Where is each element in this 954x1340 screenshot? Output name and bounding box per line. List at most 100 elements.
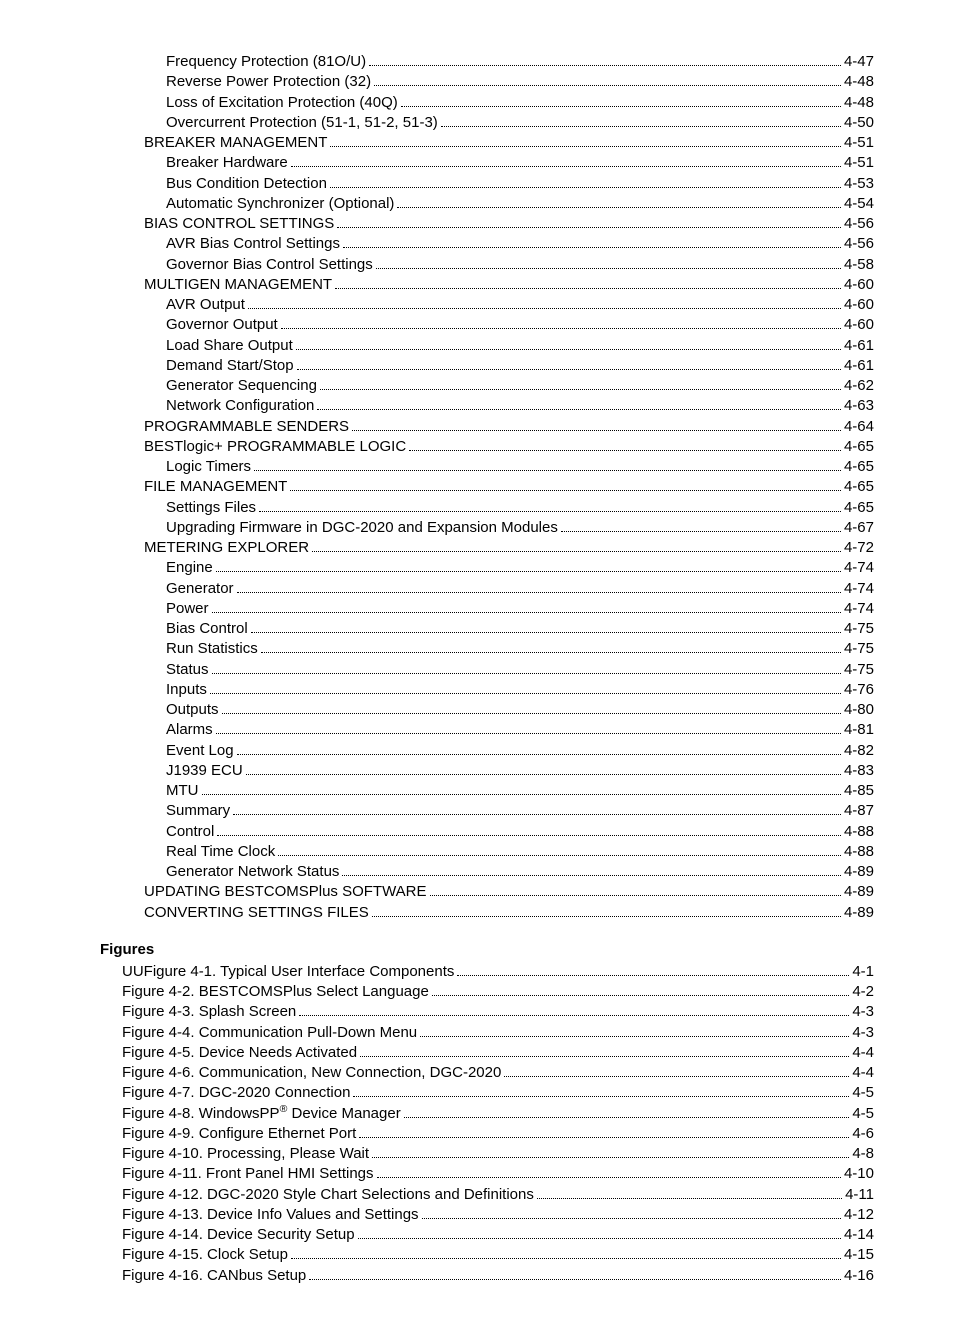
toc-row: CONVERTING SETTINGS FILES 4-89 — [100, 903, 874, 923]
toc-leader-dots — [342, 863, 841, 876]
toc-row: Overcurrent Protection (51-1, 51-2, 51-3… — [100, 113, 874, 133]
toc-entry-label: Inputs — [100, 680, 207, 700]
toc-row: Run Statistics 4-75 — [100, 639, 874, 659]
toc-leader-dots — [372, 904, 841, 917]
toc-entry-label: AVR Output — [100, 295, 245, 315]
toc-entry-label: Generator Network Status — [100, 862, 339, 882]
toc-leader-dots — [369, 53, 841, 66]
toc-row: BREAKER MANAGEMENT 4-51 — [100, 133, 874, 153]
toc-entry-page: 4-74 — [844, 558, 874, 578]
toc-entry-page: 4-6 — [852, 1124, 874, 1144]
toc-leader-dots — [212, 661, 841, 674]
toc-row: Figure 4-6. Communication, New Connectio… — [100, 1063, 874, 1083]
toc-leader-dots — [309, 1267, 841, 1280]
toc-row: Automatic Synchronizer (Optional) 4-54 — [100, 194, 874, 214]
toc-leader-dots — [343, 235, 841, 248]
toc-entry-page: 4-58 — [844, 255, 874, 275]
toc-leader-dots — [401, 94, 841, 107]
toc-entry-label: BREAKER MANAGEMENT — [100, 133, 327, 153]
toc-row: Engine 4-74 — [100, 558, 874, 578]
toc-leader-dots — [377, 1165, 841, 1178]
toc-entry-label: Power — [100, 599, 209, 619]
toc-leader-dots — [246, 762, 841, 775]
toc-entry-page: 4-5 — [852, 1083, 874, 1103]
toc-entry-page: 4-83 — [844, 761, 874, 781]
toc-entry-label: Summary — [100, 801, 230, 821]
toc-entry-page: 4-14 — [844, 1225, 874, 1245]
toc-row: MTU 4-85 — [100, 781, 874, 801]
toc-entry-page: 4-54 — [844, 194, 874, 214]
toc-row: Figure 4-15. Clock Setup 4-15 — [100, 1245, 874, 1265]
toc-row: Governor Bias Control Settings 4-58 — [100, 255, 874, 275]
toc-figures-section: UUFigure 4-1. Typical User Interface Com… — [100, 962, 874, 1286]
toc-entry-page: 4-48 — [844, 72, 874, 92]
toc-entry-label: Demand Start/Stop — [100, 356, 294, 376]
toc-entry-label: Figure 4-14. Device Security Setup — [100, 1225, 355, 1245]
toc-row: Governor Output 4-60 — [100, 315, 874, 335]
toc-entry-label: Logic Timers — [100, 457, 251, 477]
toc-entry-label: MULTIGEN MANAGEMENT — [100, 275, 332, 295]
toc-entry-page: 4-51 — [844, 153, 874, 173]
toc-entry-label: Figure 4-4. Communication Pull-Down Menu — [100, 1023, 417, 1043]
toc-entry-label: J1939 ECU — [100, 761, 243, 781]
toc-entry-label: Figure 4-3. Splash Screen — [100, 1002, 296, 1022]
toc-entry-page: 4-56 — [844, 234, 874, 254]
toc-leader-dots — [376, 256, 841, 269]
toc-entry-label: MTU — [100, 781, 199, 801]
toc-leader-dots — [291, 1246, 841, 1259]
toc-entry-page: 4-3 — [852, 1002, 874, 1022]
toc-entry-page: 4-10 — [844, 1164, 874, 1184]
toc-entry-label: Figure 4-9. Configure Ethernet Port — [100, 1124, 356, 1144]
toc-leader-dots — [216, 559, 841, 572]
toc-entry-page: 4-65 — [844, 498, 874, 518]
toc-leader-dots — [317, 397, 841, 410]
toc-entry-label: Engine — [100, 558, 213, 578]
toc-entry-page: 4-51 — [844, 133, 874, 153]
toc-entry-label: PROGRAMMABLE SENDERS — [100, 417, 349, 437]
toc-leader-dots — [259, 499, 841, 512]
toc-entry-page: 4-65 — [844, 437, 874, 457]
toc-entry-label: BESTlogic+ PROGRAMMABLE LOGIC — [100, 437, 406, 457]
toc-leader-dots — [537, 1186, 842, 1199]
toc-row: Figure 4-10. Processing, Please Wait 4-8 — [100, 1144, 874, 1164]
toc-leader-dots — [217, 823, 841, 836]
toc-entry-label: Overcurrent Protection (51-1, 51-2, 51-3… — [100, 113, 438, 133]
toc-entry-page: 4-67 — [844, 518, 874, 538]
toc-row: Settings Files 4-65 — [100, 498, 874, 518]
toc-entry-label: Automatic Synchronizer (Optional) — [100, 194, 394, 214]
toc-row: Figure 4-16. CANbus Setup 4-16 — [100, 1266, 874, 1286]
toc-leader-dots — [261, 640, 841, 653]
toc-leader-dots — [251, 620, 841, 633]
toc-entry-page: 4-85 — [844, 781, 874, 801]
toc-row: Figure 4-8. WindowsPP® Device Manager 4-… — [100, 1104, 874, 1124]
toc-row: Logic Timers 4-65 — [100, 457, 874, 477]
toc-entry-page: 4-50 — [844, 113, 874, 133]
toc-row: Figure 4-2. BESTCOMSPlus Select Language… — [100, 982, 874, 1002]
toc-leader-dots — [330, 134, 841, 147]
toc-leader-dots — [432, 983, 849, 996]
toc-entry-page: 4-56 — [844, 214, 874, 234]
toc-entry-label: Breaker Hardware — [100, 153, 288, 173]
toc-entry-page: 4-75 — [844, 619, 874, 639]
toc-row: Loss of Excitation Protection (40Q) 4-48 — [100, 93, 874, 113]
toc-leader-dots — [296, 337, 841, 350]
toc-entry-page: 4-15 — [844, 1245, 874, 1265]
toc-leader-dots — [457, 963, 849, 976]
toc-leader-dots — [248, 296, 841, 309]
toc-leader-dots — [222, 701, 841, 714]
toc-row: Bus Condition Detection 4-53 — [100, 174, 874, 194]
toc-entry-label: Figure 4-11. Front Panel HMI Settings — [100, 1164, 374, 1184]
toc-leader-dots — [352, 418, 841, 431]
toc-leader-dots — [359, 1125, 849, 1138]
toc-leader-dots — [397, 195, 841, 208]
page: Frequency Protection (81O/U) 4-47Reverse… — [0, 0, 954, 1340]
toc-entry-label: Governor Output — [100, 315, 278, 335]
toc-entry-label: Figure 4-2. BESTCOMSPlus Select Language — [100, 982, 429, 1002]
toc-row: Figure 4-9. Configure Ethernet Port 4-6 — [100, 1124, 874, 1144]
toc-entry-page: 4-3 — [852, 1023, 874, 1043]
toc-entry-page: 4-81 — [844, 720, 874, 740]
toc-entry-page: 4-60 — [844, 315, 874, 335]
toc-entry-page: 4-75 — [844, 660, 874, 680]
toc-entry-label: Event Log — [100, 741, 234, 761]
toc-entry-label: Bus Condition Detection — [100, 174, 327, 194]
